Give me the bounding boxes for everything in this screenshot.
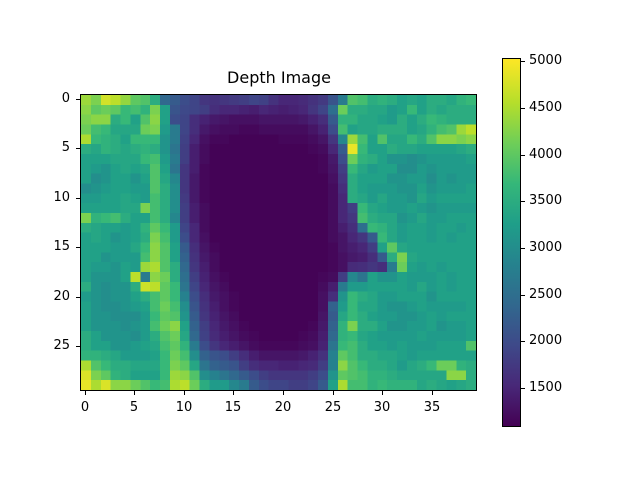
y-tick-label: 15 <box>53 239 70 254</box>
y-tick-label: 20 <box>53 289 70 304</box>
x-tick-mark <box>184 391 185 395</box>
x-tick-mark <box>85 391 86 395</box>
colorbar-tick-mark <box>521 341 525 342</box>
x-tick-mark <box>283 391 284 395</box>
colorbar-tick-label: 3000 <box>529 240 563 255</box>
y-tick-label: 25 <box>53 338 70 353</box>
x-tick-mark <box>432 391 433 395</box>
y-tick-label: 0 <box>61 91 70 106</box>
depth-heatmap <box>81 95 476 390</box>
x-tick-label: 0 <box>80 400 90 415</box>
colorbar-tick-mark <box>521 61 525 62</box>
x-tick-mark <box>333 391 334 395</box>
colorbar-tick-mark <box>521 201 525 202</box>
colorbar-tick-label: 3500 <box>529 193 563 208</box>
colorbar-tick-label: 2500 <box>529 287 563 302</box>
x-tick-label: 35 <box>423 400 441 415</box>
colorbar-tick-mark <box>521 155 525 156</box>
x-tick-label: 5 <box>129 400 139 415</box>
y-tick-label: 10 <box>53 190 70 205</box>
y-tick-mark <box>76 346 80 347</box>
y-tick-label: 5 <box>61 140 70 155</box>
x-tick-label: 10 <box>175 400 193 415</box>
colorbar <box>502 58 521 427</box>
x-tick-label: 15 <box>224 400 242 415</box>
heatmap-plot-area <box>80 94 477 391</box>
colorbar-tick-mark <box>521 388 525 389</box>
y-tick-mark <box>76 297 80 298</box>
colorbar-tick-label: 2000 <box>529 333 563 348</box>
y-tick-mark <box>76 99 80 100</box>
colorbar-tick-label: 5000 <box>529 53 563 68</box>
x-tick-mark <box>382 391 383 395</box>
x-tick-label: 20 <box>274 400 292 415</box>
colorbar-tick-label: 4500 <box>529 100 563 115</box>
x-tick-label: 30 <box>373 400 391 415</box>
colorbar-tick-label: 1500 <box>529 380 563 395</box>
colorbar-tick-mark <box>521 295 525 296</box>
x-tick-mark <box>134 391 135 395</box>
colorbar-tick-mark <box>521 248 525 249</box>
x-tick-mark <box>233 391 234 395</box>
y-tick-mark <box>76 247 80 248</box>
colorbar-tick-mark <box>521 108 525 109</box>
chart-title: Depth Image <box>227 68 331 87</box>
y-tick-mark <box>76 198 80 199</box>
y-tick-mark <box>76 148 80 149</box>
colorbar-tick-label: 4000 <box>529 147 563 162</box>
x-tick-label: 25 <box>324 400 342 415</box>
